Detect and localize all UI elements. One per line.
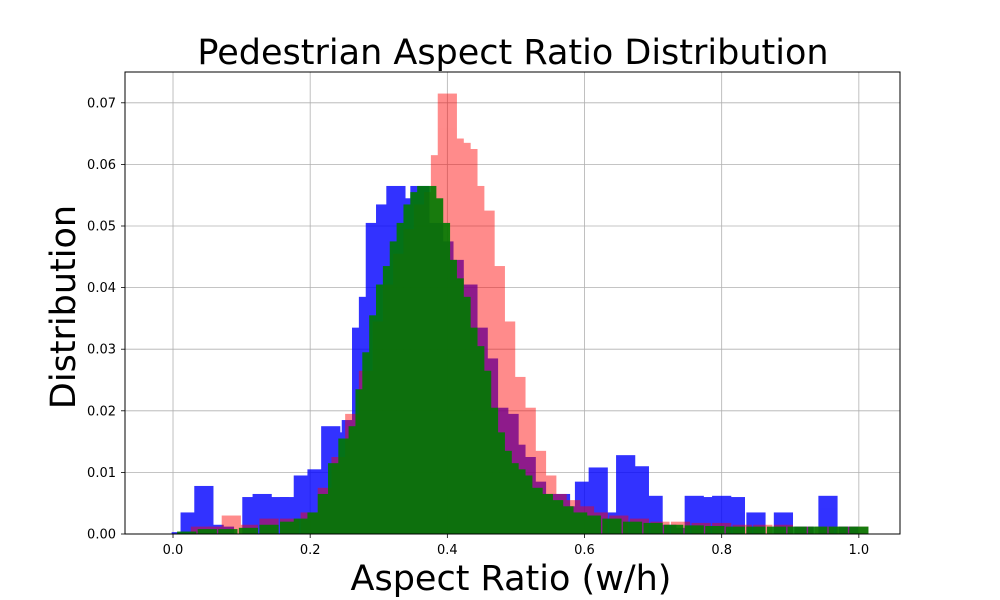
y-tick-label: 0.01: [87, 466, 116, 481]
histogram-bar: [828, 526, 848, 534]
histogram-bar: [602, 518, 622, 534]
histogram-bar: [197, 529, 217, 534]
x-tick-label: 1.0: [849, 543, 870, 558]
y-tick-label: 0.06: [87, 158, 116, 173]
plot-frame: [124, 71, 901, 535]
y-tick-label: 0.03: [87, 343, 116, 358]
y-tick-label: 0.07: [87, 96, 116, 111]
x-tick-label: 0.4: [437, 543, 458, 558]
histogram-bar: [725, 526, 745, 534]
x-tick-label: 0.0: [163, 543, 184, 558]
histogram-bar: [818, 495, 838, 534]
histogram-bar: [238, 527, 259, 534]
y-tick-label: 0.02: [87, 404, 116, 419]
histogram-bar: [259, 524, 279, 534]
histogram-bar: [664, 524, 684, 534]
histogram-bar: [643, 522, 663, 534]
axis-ticks: 0.0 0.2 0.4 0.6 0.8 1.0 0.00 0.01 0.02 0.03 0.04 0.…: [87, 96, 869, 558]
series-3: [177, 185, 869, 535]
histogram-bars: [171, 93, 869, 535]
histogram-bar: [622, 521, 643, 534]
histogram-bar: [787, 526, 807, 534]
y-axis-label: Distribution: [44, 205, 84, 409]
histogram-bar: [177, 531, 197, 534]
histogram-bar: [838, 526, 859, 534]
histogram-bar: [252, 493, 272, 534]
y-tick-label: 0.04: [87, 281, 116, 296]
chart-title: Pedestrian Aspect Ratio Distribution: [197, 33, 828, 73]
x-tick-label: 0.6: [574, 543, 595, 558]
x-tick-label: 0.2: [300, 543, 321, 558]
histogram-bar: [746, 526, 766, 534]
histogram-bar: [849, 526, 869, 534]
histogram-bar: [194, 485, 214, 534]
histogram-bar: [218, 529, 238, 534]
histogram-bar: [808, 526, 828, 534]
x-axis-label: Aspect Ratio (w/h): [351, 559, 672, 599]
histogram-bar: [725, 497, 745, 534]
y-tick-label: 0.05: [87, 220, 116, 235]
histogram-bar: [705, 525, 725, 534]
y-tick-label: 0.00: [87, 528, 116, 543]
histogram-bar: [581, 515, 601, 534]
histogram-bar: [684, 525, 704, 534]
histogram-bar: [766, 526, 787, 534]
histogram-bar: [207, 526, 228, 534]
x-tick-label: 0.8: [711, 543, 732, 558]
